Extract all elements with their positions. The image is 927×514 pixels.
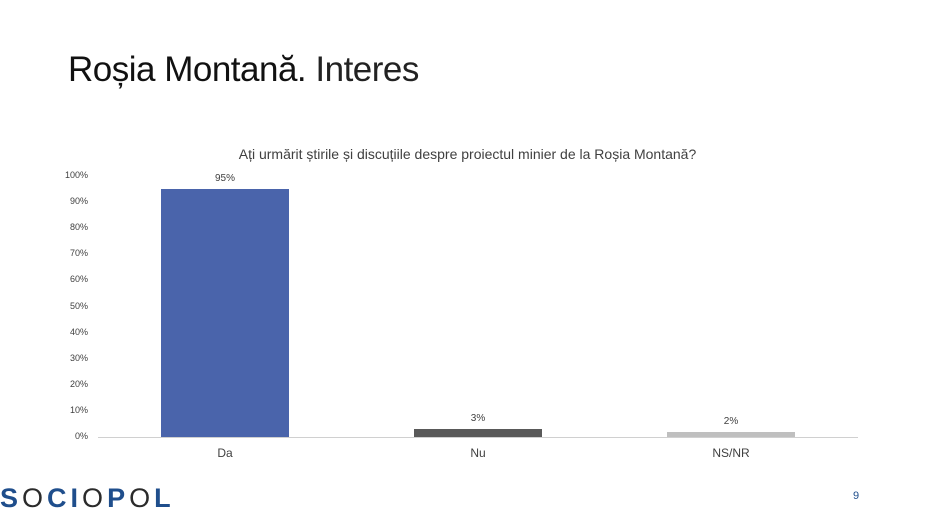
category-label: Da xyxy=(217,446,233,460)
category-label: NS/NR xyxy=(712,446,750,460)
y-tick-label: 50% xyxy=(69,300,88,311)
x-axis-line xyxy=(98,437,858,438)
logo-letter: L xyxy=(154,483,175,513)
bar-value-label: 3% xyxy=(470,413,486,425)
logo-letter: C xyxy=(47,483,71,513)
y-tick-label: 0% xyxy=(74,431,88,441)
y-tick-label: 80% xyxy=(69,222,88,233)
y-tick-label: 100% xyxy=(64,170,88,180)
logo-letter: S xyxy=(0,483,23,513)
slide-title-bold: Roșia Montană. xyxy=(68,50,307,89)
bar-ns-nr xyxy=(667,431,795,437)
y-tick-label: 40% xyxy=(69,326,88,337)
bar-nu xyxy=(414,429,542,437)
y-tick-label: 70% xyxy=(69,248,88,259)
bar-da xyxy=(161,189,289,437)
slide-title: Roșia Montană. Interes xyxy=(68,50,419,90)
bar-value-label: 2% xyxy=(723,415,739,427)
logo-swirl-o-icon: O xyxy=(129,483,155,513)
y-tick-label: 30% xyxy=(69,352,88,363)
logo-letter: P xyxy=(107,483,130,513)
sociopol-logo: SOCIOPOL xyxy=(0,483,175,514)
logo-swirl-o-icon: O xyxy=(82,483,108,513)
logo-letter: I xyxy=(70,483,83,513)
logo-swirl-o-icon: O xyxy=(22,483,48,513)
page-number: 9 xyxy=(853,490,860,502)
y-tick-label: 90% xyxy=(69,196,88,207)
slide-title-light: Interes xyxy=(315,50,419,89)
y-tick-label: 20% xyxy=(69,378,88,389)
bar-value-label: 95% xyxy=(214,173,235,185)
y-tick-label: 10% xyxy=(69,404,88,415)
y-tick-label: 60% xyxy=(69,274,88,285)
category-label: Nu xyxy=(470,446,486,460)
chart-title: Ați urmărit știrile și discuțiile despre… xyxy=(238,146,697,162)
